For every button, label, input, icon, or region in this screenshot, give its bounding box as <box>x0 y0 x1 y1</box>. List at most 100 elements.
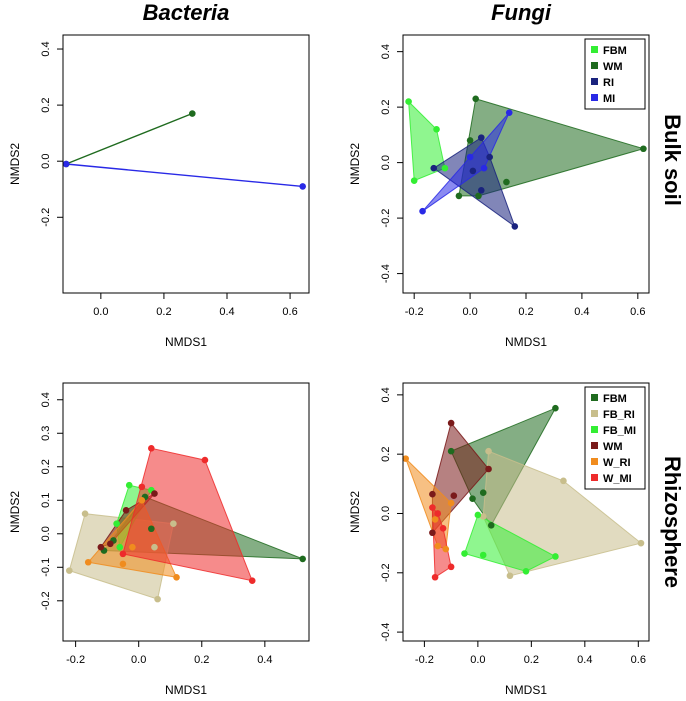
legend-label-fbm: FBM <box>603 45 627 57</box>
plot-frame <box>402 382 650 642</box>
point-w-ri-0 <box>84 558 92 566</box>
y-tick-label: 0.4 <box>380 44 392 59</box>
x-tick-label: 0.4 <box>257 654 272 666</box>
point-fb-mi-4 <box>479 551 487 559</box>
x-tick-label: 0.6 <box>282 306 297 318</box>
point-mi-3 <box>480 164 488 172</box>
y-axis-label: NMDS2 <box>348 143 362 185</box>
point-fb-ri-2 <box>170 520 177 528</box>
point-wm-2 <box>503 178 510 186</box>
point-wm-0 <box>97 543 105 551</box>
point-fbm-1 <box>433 126 440 133</box>
x-tick-label: 0.2 <box>524 654 539 666</box>
point-w-ri-2 <box>442 545 450 553</box>
y-tick-label: 0.2 <box>380 447 392 462</box>
legend-label-wm: WM <box>603 61 623 73</box>
legend-label-ri: RI <box>603 77 614 89</box>
point-fbm-4 <box>479 489 487 497</box>
legend-swatch-fb-mi <box>591 426 598 433</box>
legend-swatch-ri <box>591 78 598 85</box>
point-ri-5 <box>486 153 493 161</box>
point-fbm-3 <box>469 495 476 502</box>
y-tick-label: -0.2 <box>40 591 52 610</box>
point-ri-0 <box>430 164 438 172</box>
point-mi-0 <box>419 207 426 215</box>
point-fb-mi-1 <box>474 511 482 519</box>
y-tick-label: -0.2 <box>380 563 392 582</box>
point-w-ri-2 <box>173 574 180 581</box>
point-wm-1 <box>151 490 158 497</box>
point-fb-mi-0 <box>461 550 468 557</box>
point-fb-mi-3 <box>113 520 120 528</box>
y-tick-label: -0.4 <box>380 264 392 283</box>
x-axis-label: NMDS1 <box>165 683 207 697</box>
panel-fungi-rhizo: -0.2 0.0 0.2 0.4 0.6 -0.4 -0.2 0.0 0.2 0.4 NMDS1 NM… <box>348 382 650 697</box>
point-wm-5 <box>466 137 474 144</box>
y-tick-label: -0.4 <box>380 623 392 642</box>
x-tick-label: 0.4 <box>219 306 234 318</box>
legend-label-fb-mi: FB_MI <box>603 425 636 437</box>
x-tick-label: -0.2 <box>66 654 85 666</box>
point-w-ri-1 <box>138 496 146 504</box>
y-tick-label: 0.0 <box>40 154 52 169</box>
x-tick-label: 0.2 <box>156 306 171 318</box>
point-w-mi-1 <box>201 456 209 464</box>
x-tick-label: 0.0 <box>93 306 108 318</box>
x-tick-label: 0.4 <box>577 654 592 666</box>
y-tick-label: 0.1 <box>40 493 52 508</box>
point-ri-1 <box>477 134 485 141</box>
point-w-ri-4 <box>129 543 136 551</box>
point-fb-ri-3 <box>506 572 514 580</box>
point-wm-0 <box>429 490 436 498</box>
plot-frame <box>62 34 310 294</box>
x-tick-label: 0.0 <box>131 654 146 666</box>
y-tick-label: 0.2 <box>40 97 52 112</box>
row-title-rhizosphere: Rhizosphere <box>660 456 685 588</box>
panel-bacteria-rhizo: -0.2 0.0 0.2 0.4 -0.2 -0.1 0.0 0.1 0.2 0.3 0.4 NMDS… <box>8 382 310 697</box>
point-fb-ri-4 <box>479 513 487 520</box>
x-tick-label: 0.0 <box>462 306 477 318</box>
y-tick-label: 0.4 <box>40 41 52 56</box>
point-w-ri-1 <box>447 499 455 507</box>
point-fb-ri-0 <box>485 447 492 455</box>
point-w-mi-3 <box>429 504 436 511</box>
column-title-bacteria: Bacteria <box>143 0 230 25</box>
y-tick-label: -0.2 <box>380 209 392 228</box>
point-w-mi-2 <box>439 525 447 532</box>
point-w-mi-0 <box>148 445 155 452</box>
legend-label-fb-ri: FB_RI <box>603 409 635 421</box>
x-axis-label: NMDS1 <box>165 335 207 349</box>
legend-swatch-fb-ri <box>591 410 598 417</box>
point-fb-mi-3 <box>522 568 530 575</box>
point-w-mi-4 <box>138 483 146 491</box>
y-tick-label: 0.2 <box>40 459 52 474</box>
point-w-mi-4 <box>434 510 442 517</box>
legend-swatch-w-mi <box>591 474 598 481</box>
point-fb-ri-2 <box>637 539 645 547</box>
point-fb-ri-3 <box>154 595 161 603</box>
y-tick-label: -0.1 <box>40 558 52 577</box>
point-ri-2 <box>511 223 519 230</box>
point-w-ri-4 <box>431 516 439 523</box>
legend-swatch-mi <box>591 94 598 101</box>
column-title-fungi: Fungi <box>491 0 552 25</box>
y-tick-label: 0.0 <box>380 155 392 170</box>
y-tick-label: -0.2 <box>40 208 52 227</box>
point-wm-4 <box>450 492 458 499</box>
x-tick-label: -0.2 <box>405 306 424 318</box>
legend-swatch-w-ri <box>591 458 598 465</box>
point-w-ri-3 <box>434 542 442 550</box>
legend-swatch-wm <box>591 62 598 69</box>
legend-swatch-wm <box>591 442 598 449</box>
point-fb-ri-4 <box>151 543 158 551</box>
point-wm-2 <box>122 507 130 514</box>
y-tick-label: 0.3 <box>40 426 52 441</box>
point-fb-ri-1 <box>81 510 89 517</box>
legend-box <box>584 386 646 490</box>
legend-swatch-fbm <box>591 46 598 53</box>
point-wm-3 <box>429 529 436 537</box>
point-ri-4 <box>469 167 477 175</box>
point-wm-1 <box>189 110 196 117</box>
x-tick-label: 0.4 <box>574 306 589 318</box>
